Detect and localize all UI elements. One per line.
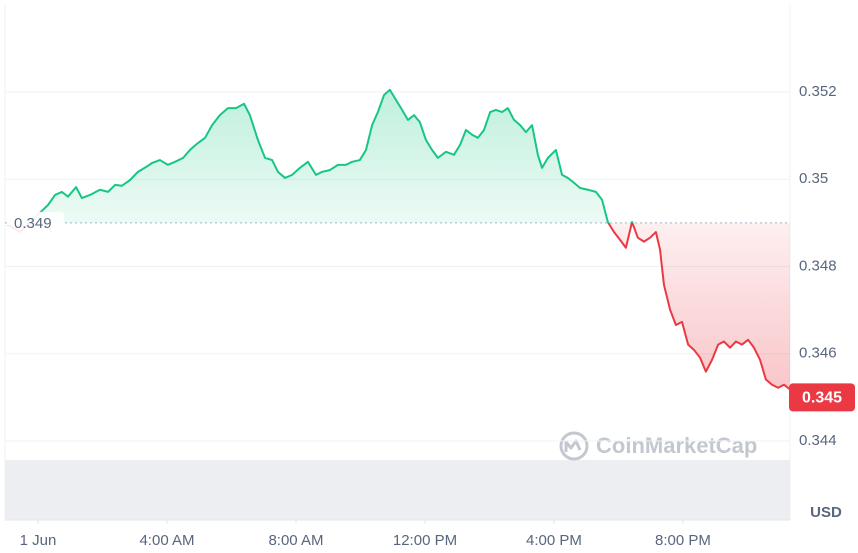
watermark-logo bbox=[559, 431, 589, 461]
watermark-text: CoinMarketCap bbox=[596, 433, 757, 458]
y-tick-label: 0.35 bbox=[799, 170, 828, 187]
baseline-label-bg bbox=[8, 211, 64, 234]
volume-band bbox=[5, 460, 790, 520]
x-tick-label: 4:00 AM bbox=[139, 532, 194, 549]
x-tick-label: 8:00 PM bbox=[655, 532, 711, 549]
x-tick-label: 1 Jun bbox=[20, 532, 57, 549]
x-tick-label: 12:00 PM bbox=[393, 532, 457, 549]
watermark: CoinMarketCap bbox=[559, 431, 757, 461]
currency-label: USD bbox=[810, 504, 842, 521]
price-area bbox=[8, 89, 791, 390]
y-tick-label: 0.352 bbox=[799, 83, 837, 100]
watermark-logo-mark bbox=[564, 439, 582, 452]
x-tick-label: 8:00 AM bbox=[268, 532, 323, 549]
current-price-tag bbox=[789, 383, 855, 412]
x-tick-label: 4:00 PM bbox=[526, 532, 582, 549]
baseline-label: 0.349 bbox=[14, 215, 52, 232]
y-tick-label: 0.346 bbox=[799, 345, 837, 362]
current-price-label: 0.345 bbox=[802, 390, 842, 407]
price-line bbox=[7, 88, 791, 391]
y-tick-label: 0.344 bbox=[799, 432, 837, 449]
y-tick-label: 0.348 bbox=[799, 257, 837, 274]
